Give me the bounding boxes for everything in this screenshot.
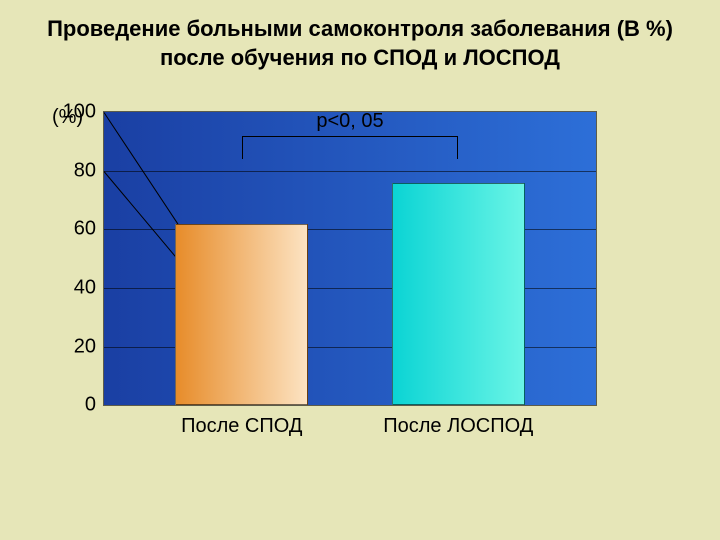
bar [392, 183, 525, 406]
plot-area: 020406080100После СПОДПосле ЛОСПОДp<0, 0… [104, 112, 596, 405]
y-tick: 100 [63, 101, 104, 124]
page-title: Проведение больными самоконтроля заболев… [30, 15, 690, 72]
bar-chart: (%) 020406080100После СПОДПосле ЛОСПОДp<… [104, 112, 690, 405]
x-category: После СПОД [181, 405, 302, 438]
decor-line [104, 112, 179, 224]
bar [175, 224, 308, 406]
gridline [104, 171, 596, 172]
y-tick: 40 [74, 276, 104, 299]
y-tick: 60 [74, 218, 104, 241]
y-tick: 0 [85, 394, 104, 417]
significance-bracket [242, 136, 458, 159]
decor-line [104, 171, 179, 260]
significance-label: p<0, 05 [316, 110, 383, 133]
y-tick: 80 [74, 159, 104, 182]
x-category: После ЛОСПОД [383, 405, 533, 438]
y-tick: 20 [74, 335, 104, 358]
slide: Проведение больными самоконтроля заболев… [0, 0, 720, 540]
